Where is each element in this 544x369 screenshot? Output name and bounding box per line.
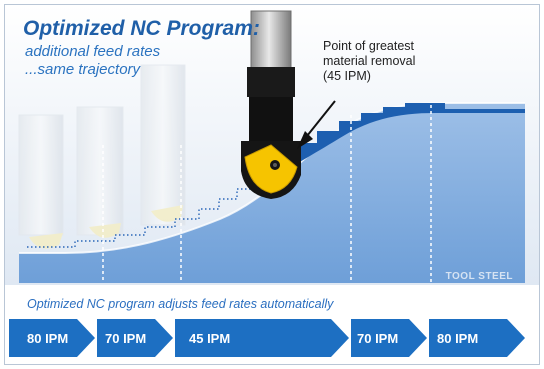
- ghost-cutters: [18, 64, 186, 249]
- feed-arrow-label: 45 IPM: [189, 331, 230, 346]
- end-mill-cutter: [241, 10, 301, 199]
- feed-arrow-3: 45 IPM: [175, 319, 349, 357]
- carbide-insert: [244, 144, 298, 194]
- ghost-cutter-1: [18, 114, 64, 249]
- ghost-cutter-3: [140, 64, 186, 226]
- callout-arrow: [297, 100, 336, 149]
- feed-arrow-1: 80 IPM: [9, 319, 95, 357]
- callout-line-3: (45 IPM): [323, 69, 371, 83]
- callout-line-2: material removal: [323, 54, 416, 68]
- bottom-caption: Optimized NC program adjusts feed rates …: [27, 297, 334, 311]
- ghost-cutter-2: [76, 106, 124, 238]
- subtitle-line-2: ...same trajectory: [25, 61, 141, 78]
- callout-text: Point of greatest material removal (45 I…: [323, 39, 473, 84]
- zone-dividers: [102, 105, 432, 283]
- diagram-frame: 80 IPM 70 IPM 45 IPM 70 IPM 80 IPM Optim…: [4, 4, 540, 365]
- feed-arrow-label: 70 IPM: [357, 331, 398, 346]
- material-label: TOOL STEEL: [445, 271, 513, 282]
- callout-line-1: Point of greatest: [323, 39, 415, 53]
- feed-arrow-label: 80 IPM: [437, 331, 478, 346]
- dotted-trajectory: [27, 180, 273, 248]
- feed-arrow-label: 80 IPM: [27, 331, 68, 346]
- diagram-canvas: 80 IPM 70 IPM 45 IPM 70 IPM 80 IPM: [5, 5, 539, 357]
- material-steps: [277, 103, 525, 175]
- subtitle-line-1: additional feed rates: [25, 43, 161, 60]
- feed-arrow-4: 70 IPM: [351, 319, 427, 357]
- feed-rate-arrows: 80 IPM 70 IPM 45 IPM 70 IPM 80 IPM: [9, 319, 525, 357]
- feed-arrow-5: 80 IPM: [429, 319, 525, 357]
- diagram-title: Optimized NC Program:: [23, 17, 260, 40]
- feed-arrow-label: 70 IPM: [105, 331, 146, 346]
- feed-arrow-2: 70 IPM: [97, 319, 173, 357]
